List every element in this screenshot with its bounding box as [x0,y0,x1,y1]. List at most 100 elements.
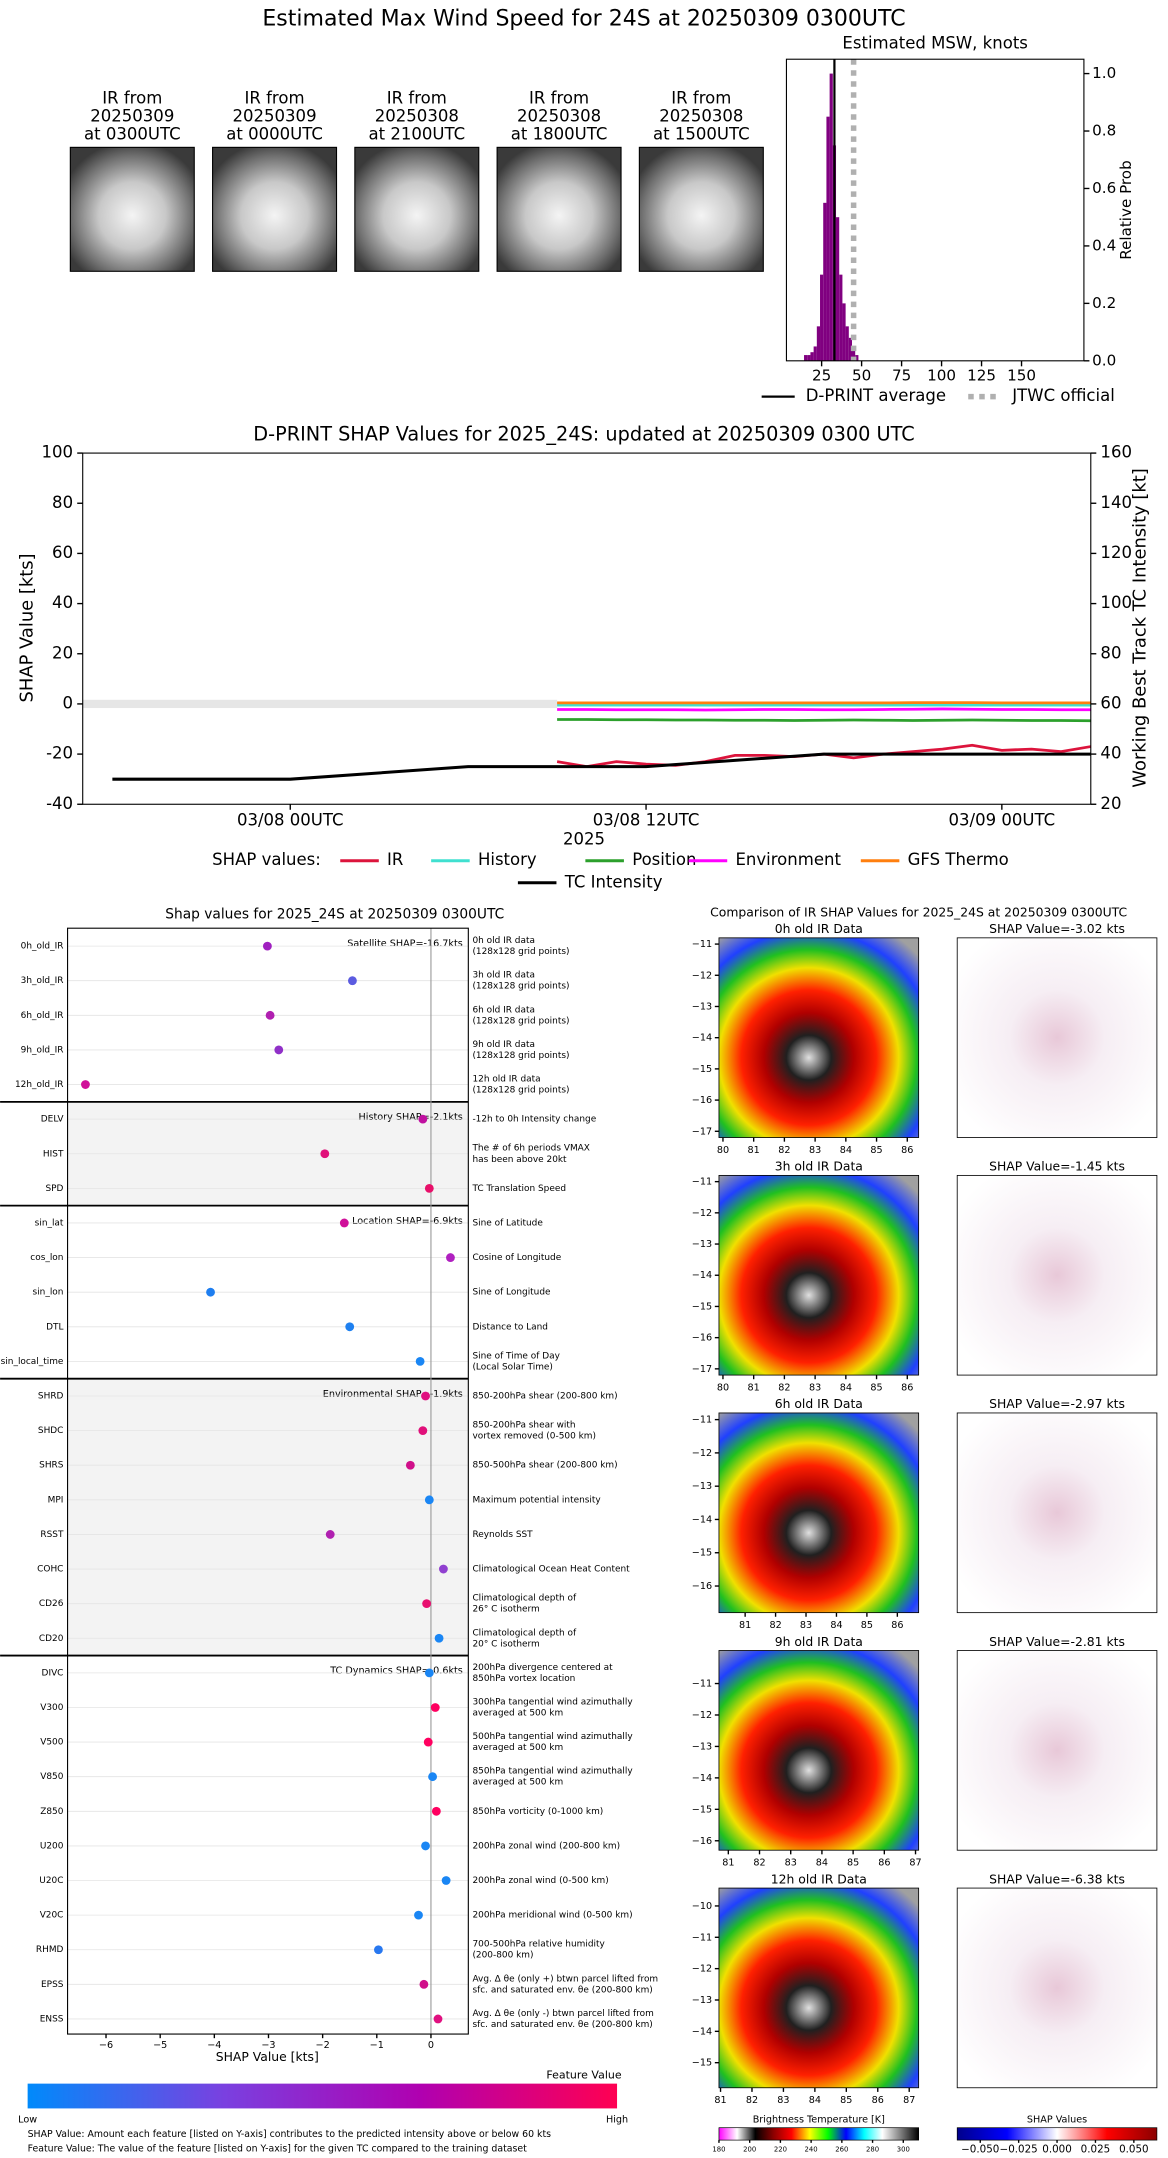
y2-tick-label: 120 [1100,543,1132,562]
group-label: History SHAP=-2.1kts [359,1112,463,1123]
x-tick-label: 84 [830,1620,842,1631]
y-tick-label: −17 [692,1126,712,1137]
x-tick-label: 81 [748,1382,760,1393]
feature-description: vortex removed (0-500 km) [472,1432,596,1442]
series-line [112,752,1091,781]
x-tick-label: 80 [717,1145,729,1156]
series-line [557,707,1091,712]
feature-description: 200hPa zonal wind (0-500 km) [472,1876,608,1886]
group-label: TC Dynamics SHAP=-0.6kts [329,1666,463,1677]
feature-description: Sine of Latitude [472,1218,543,1228]
colorbar-tick-label: 200 [743,2146,756,2154]
feature-name: cos_lon [30,1253,63,1263]
thumbnail-label: 20250309 [233,107,317,126]
ir-image [718,1887,920,2089]
panel-title: SHAP Value=-2.81 kts [989,1634,1125,1649]
hist-bar [852,349,856,361]
series-line [556,743,1092,769]
hist-bar [820,274,824,361]
y-tick-label: −13 [692,1995,712,2006]
colorbar-tick-label: 260 [835,2146,848,2154]
y-tick-label: −16 [692,1095,712,1106]
shap-image [956,937,1158,1138]
legend-title: SHAP values: [212,850,321,869]
feature-description: TC Translation Speed [471,1184,566,1194]
colorbar-low: Low [18,2114,37,2125]
shap-dot [320,1149,330,1159]
plot-frame [785,58,1085,362]
hist-bar [829,73,833,361]
y-tick-label: −15 [692,2058,712,2069]
thumbnail-label: at 1500UTC [653,124,750,143]
feature-description: The # of 6h periods VMAX [471,1144,589,1154]
legend-label: Environment [735,850,841,869]
feature-colorbar [27,2083,618,2109]
hist-bar [804,355,808,361]
thumbnail-label: 20250308 [659,107,743,126]
feature-name: CD20 [39,1634,64,1644]
y-tick-label: −16 [692,1836,712,1847]
y-tick-label: −12 [692,1964,712,1975]
y-tick-label: -20 [46,744,73,763]
panel-title: 6h old IR Data [775,1396,863,1411]
shap-dot [274,1045,284,1055]
shap-dot [419,1979,429,1989]
ir-thumbnail [638,146,764,272]
y-tick-label: −17 [692,1364,712,1375]
shap-dot [433,2014,443,2024]
group-label: Location SHAP=-6.9kts [352,1216,463,1227]
colorbar-tick-label: 0.050 [1119,2144,1149,2156]
feature-description: (200-800 km) [472,1951,533,1961]
feature-description: Distance to Land [472,1322,548,1332]
x-tick-label: 86 [901,1145,913,1156]
y-tick-label: −14 [692,1033,712,1044]
y-tick-label: 0.2 [1092,294,1116,312]
shap-dot [424,1183,434,1193]
shap-image [956,1174,1158,1376]
y-axis-label: SHAP Value [kts] [17,553,38,702]
shap-dot [339,1218,349,1228]
x-tick-label: −1 [370,2040,384,2051]
thumbnail-label: IR from [529,89,589,108]
x-tick-label: 83 [809,1145,821,1156]
y-tick-label: 40 [52,593,73,612]
x-tick-label: 81 [714,2095,726,2106]
thumbnail-label: 20250309 [90,107,174,126]
shap-dot [415,1356,425,1366]
feature-name: U20C [39,1876,63,1886]
thumbnail-label: 20250308 [517,107,601,126]
feature-description: Climatological depth of [472,1594,577,1604]
y-tick-label: 0.0 [1092,351,1116,369]
y2-tick-label: 100 [1100,593,1132,612]
x-tick-label: −3 [261,2040,275,2051]
thumbnail-label: IR from [671,89,731,108]
thumbnail-label: 20250308 [375,107,459,126]
y-tick-label: −12 [692,1710,712,1721]
shap-dot [418,1426,428,1436]
y-tick-label: −15 [692,1804,712,1815]
group-label: Satellite SHAP=-16.7kts [347,938,463,949]
colorbar-tick-label: 300 [897,2146,910,2154]
y-tick-label: −10 [692,1901,712,1912]
feature-name: 6h_old_IR [21,1011,64,1021]
chart-title: Comparison of IR SHAP Values for 2025_24… [710,905,1127,920]
x-tick-label: 81 [748,1145,760,1156]
y-tick-label: 80 [52,493,73,512]
x-tick-label: −4 [207,2040,221,2051]
feature-description: 700-500hPa relative humidity [472,1940,605,1950]
x-tick-label: 86 [901,1382,913,1393]
feature-description: Avg. Δ θe (only +) btwn parcel lifted fr… [472,1974,658,1984]
group-shade [67,1378,469,1656]
colorbar-tick-label: 280 [866,2146,879,2154]
x-tick-label: 86 [878,1858,890,1869]
legend-label: TC Intensity [564,872,663,891]
x-tick-label: 85 [870,1145,882,1156]
feature-description: (128x128 grid points) [472,1086,569,1096]
feature-description: 20° C isotherm [472,1639,539,1649]
shap-dot [418,1114,428,1124]
y-tick-label: −12 [692,1208,712,1219]
x-tick-label: 84 [840,1145,852,1156]
feature-description: 12h old IR data [472,1075,540,1085]
y-tick-label: −16 [692,1333,712,1344]
